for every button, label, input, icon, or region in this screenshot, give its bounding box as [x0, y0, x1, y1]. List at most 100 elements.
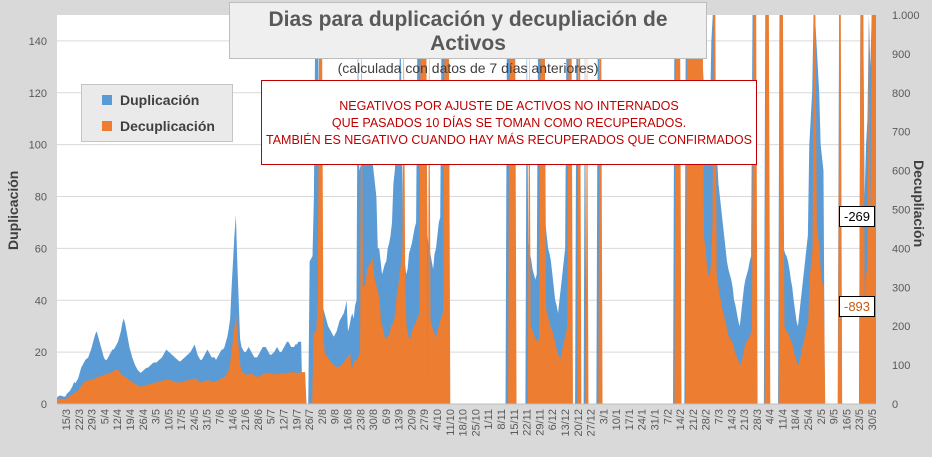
note-line: NEGATIVOS POR AJUSTE DE ACTIVOS NO INTER… — [339, 99, 679, 113]
x-tick-label: 13/9 — [394, 409, 406, 430]
x-tick-label: 31/1 — [650, 409, 662, 430]
x-tick-label: 17/5 — [176, 409, 188, 430]
y-axis-left-label: Duplicación — [5, 170, 21, 250]
note-line: TAMBIÉN ES NEGATIVO CUANDO HAY MÁS RECUP… — [266, 133, 752, 147]
y-tick-label-right: 800 — [892, 88, 910, 100]
y-tick-label-right: 100 — [892, 360, 910, 372]
y-tick-label-right: 400 — [892, 243, 910, 255]
x-tick-label: 9/5 — [829, 409, 841, 424]
x-tick-label: 21/3 — [739, 409, 751, 430]
x-tick-label: 23/5 — [854, 409, 866, 430]
x-tick-label: 1/11 — [483, 409, 495, 430]
x-tick-label: 12/7 — [278, 409, 290, 430]
x-tick-label: 19/4 — [125, 409, 137, 430]
x-tick-label: 8/11 — [496, 409, 508, 430]
x-tick-label: 16/5 — [841, 409, 853, 430]
y-tick-label-right: 1.000 — [892, 10, 920, 22]
x-tick-label: 15/11 — [509, 409, 521, 436]
x-tick-label: 5/4 — [99, 409, 111, 424]
x-tick-label: 26/4 — [138, 409, 150, 430]
x-tick-label: 25/10 — [470, 409, 482, 437]
x-tick-label: 4/4 — [765, 409, 777, 424]
x-tick-label: 13/12 — [560, 409, 572, 437]
x-tick-label: 26/7 — [304, 409, 316, 430]
x-tick-label: 16/8 — [342, 409, 354, 430]
x-tick-label: 14/2 — [675, 409, 687, 430]
series-area-decuplicación — [57, 15, 876, 404]
y-axis-right-label: Decupliación — [911, 160, 927, 248]
x-tick-label: 25/4 — [803, 409, 815, 430]
chart-subtitle: (calculada con datos de 7 días anteriore… — [337, 60, 599, 76]
y-tick-label-left: 140 — [29, 36, 47, 48]
x-tick-label: 21/6 — [240, 409, 252, 430]
y-tick-label-left: 0 — [41, 399, 47, 411]
y-tick-label-right: 700 — [892, 127, 910, 139]
x-tick-label: 11/4 — [777, 409, 789, 430]
y-tick-label-left: 100 — [29, 140, 47, 152]
x-tick-label: 14/6 — [227, 409, 239, 430]
x-tick-label: 29/11 — [534, 409, 546, 436]
y-tick-label-right: 500 — [892, 205, 910, 217]
y-tick-label-right: 300 — [892, 282, 910, 294]
note-line: QUE PASADOS 10 DÍAS SE TOMAN COMO RECUPE… — [331, 116, 687, 130]
x-tick-label: 28/3 — [752, 409, 764, 430]
y-tick-label-left: 80 — [35, 192, 47, 204]
x-tick-label: 4/10 — [432, 409, 444, 430]
legend-label-decuplication: Decuplicación — [120, 118, 215, 134]
x-tick-label: 14/3 — [726, 409, 738, 430]
callout-duplication: -269 — [839, 206, 876, 227]
chart-title: Dias para duplicación y decupliación de … — [268, 8, 668, 55]
x-tick-label: 18/10 — [458, 409, 470, 437]
legend-swatch-decuplication — [102, 121, 112, 131]
x-tick-label: 31/5 — [202, 409, 214, 430]
y-tick-label-right: 600 — [892, 166, 910, 178]
x-tick-label: 30/5 — [867, 409, 879, 430]
note-box: NEGATIVOS POR AJUSTE DE ACTIVOS NO INTER… — [261, 80, 757, 165]
y-tick-label-left: 20 — [35, 347, 47, 359]
x-tick-label: 27/9 — [419, 409, 431, 430]
x-tick-label: 10/1 — [611, 409, 623, 430]
x-tick-label: 28/2 — [701, 409, 713, 430]
x-tick-label: 6/9 — [381, 409, 393, 424]
y-tick-label-right: 900 — [892, 49, 910, 61]
y-tick-label-right: 200 — [892, 321, 910, 333]
x-tick-label: 20/12 — [573, 409, 585, 437]
x-tick-label: 15/3 — [61, 409, 73, 430]
y-tick-label-left: 40 — [35, 295, 47, 307]
x-tick-label: 18/4 — [790, 409, 802, 430]
x-tick-label: 10/5 — [163, 409, 175, 430]
y-tick-label-right: 0 — [892, 399, 898, 411]
legend-swatch-duplication — [102, 95, 112, 105]
x-tick-label: 24/1 — [637, 409, 649, 430]
y-tick-label-left: 60 — [35, 243, 47, 255]
x-tick-label: 17/1 — [624, 409, 636, 430]
legend: Duplicación Decuplicación — [81, 84, 233, 142]
x-tick-label: 27/12 — [586, 409, 598, 437]
x-tick-label: 7/3 — [713, 409, 725, 424]
x-tick-label: 11/10 — [445, 409, 457, 436]
x-tick-label: 30/8 — [368, 409, 380, 430]
x-tick-label: 7/6 — [215, 409, 227, 424]
x-tick-label: 9/8 — [330, 409, 342, 424]
legend-item-decuplication: Decuplicación — [102, 118, 215, 134]
x-tick-label: 19/7 — [291, 409, 303, 430]
x-tick-label: 5/7 — [266, 409, 278, 424]
x-tick-label: 29/3 — [87, 409, 99, 430]
x-tick-label: 24/5 — [189, 409, 201, 430]
y-tick-label-left: 120 — [29, 88, 47, 100]
x-tick-label: 20/9 — [406, 409, 418, 430]
x-tick-label: 3/5 — [151, 409, 163, 424]
x-tick-label: 21/2 — [688, 409, 700, 430]
chart-title-box: Dias para duplicación y decupliación de … — [229, 2, 707, 76]
x-tick-label: 2/5 — [816, 409, 828, 424]
x-tick-label: 22/11 — [522, 409, 534, 436]
x-tick-label: 23/8 — [355, 409, 367, 430]
x-tick-label: 22/3 — [74, 409, 86, 430]
x-tick-label: 28/6 — [253, 409, 265, 430]
x-tick-label: 3/1 — [598, 409, 610, 424]
legend-label-duplication: Duplicación — [120, 92, 200, 108]
callout-decuplication: -893 — [839, 296, 876, 317]
x-tick-label: 6/12 — [547, 409, 559, 430]
x-tick-label: 2/8 — [317, 409, 329, 424]
